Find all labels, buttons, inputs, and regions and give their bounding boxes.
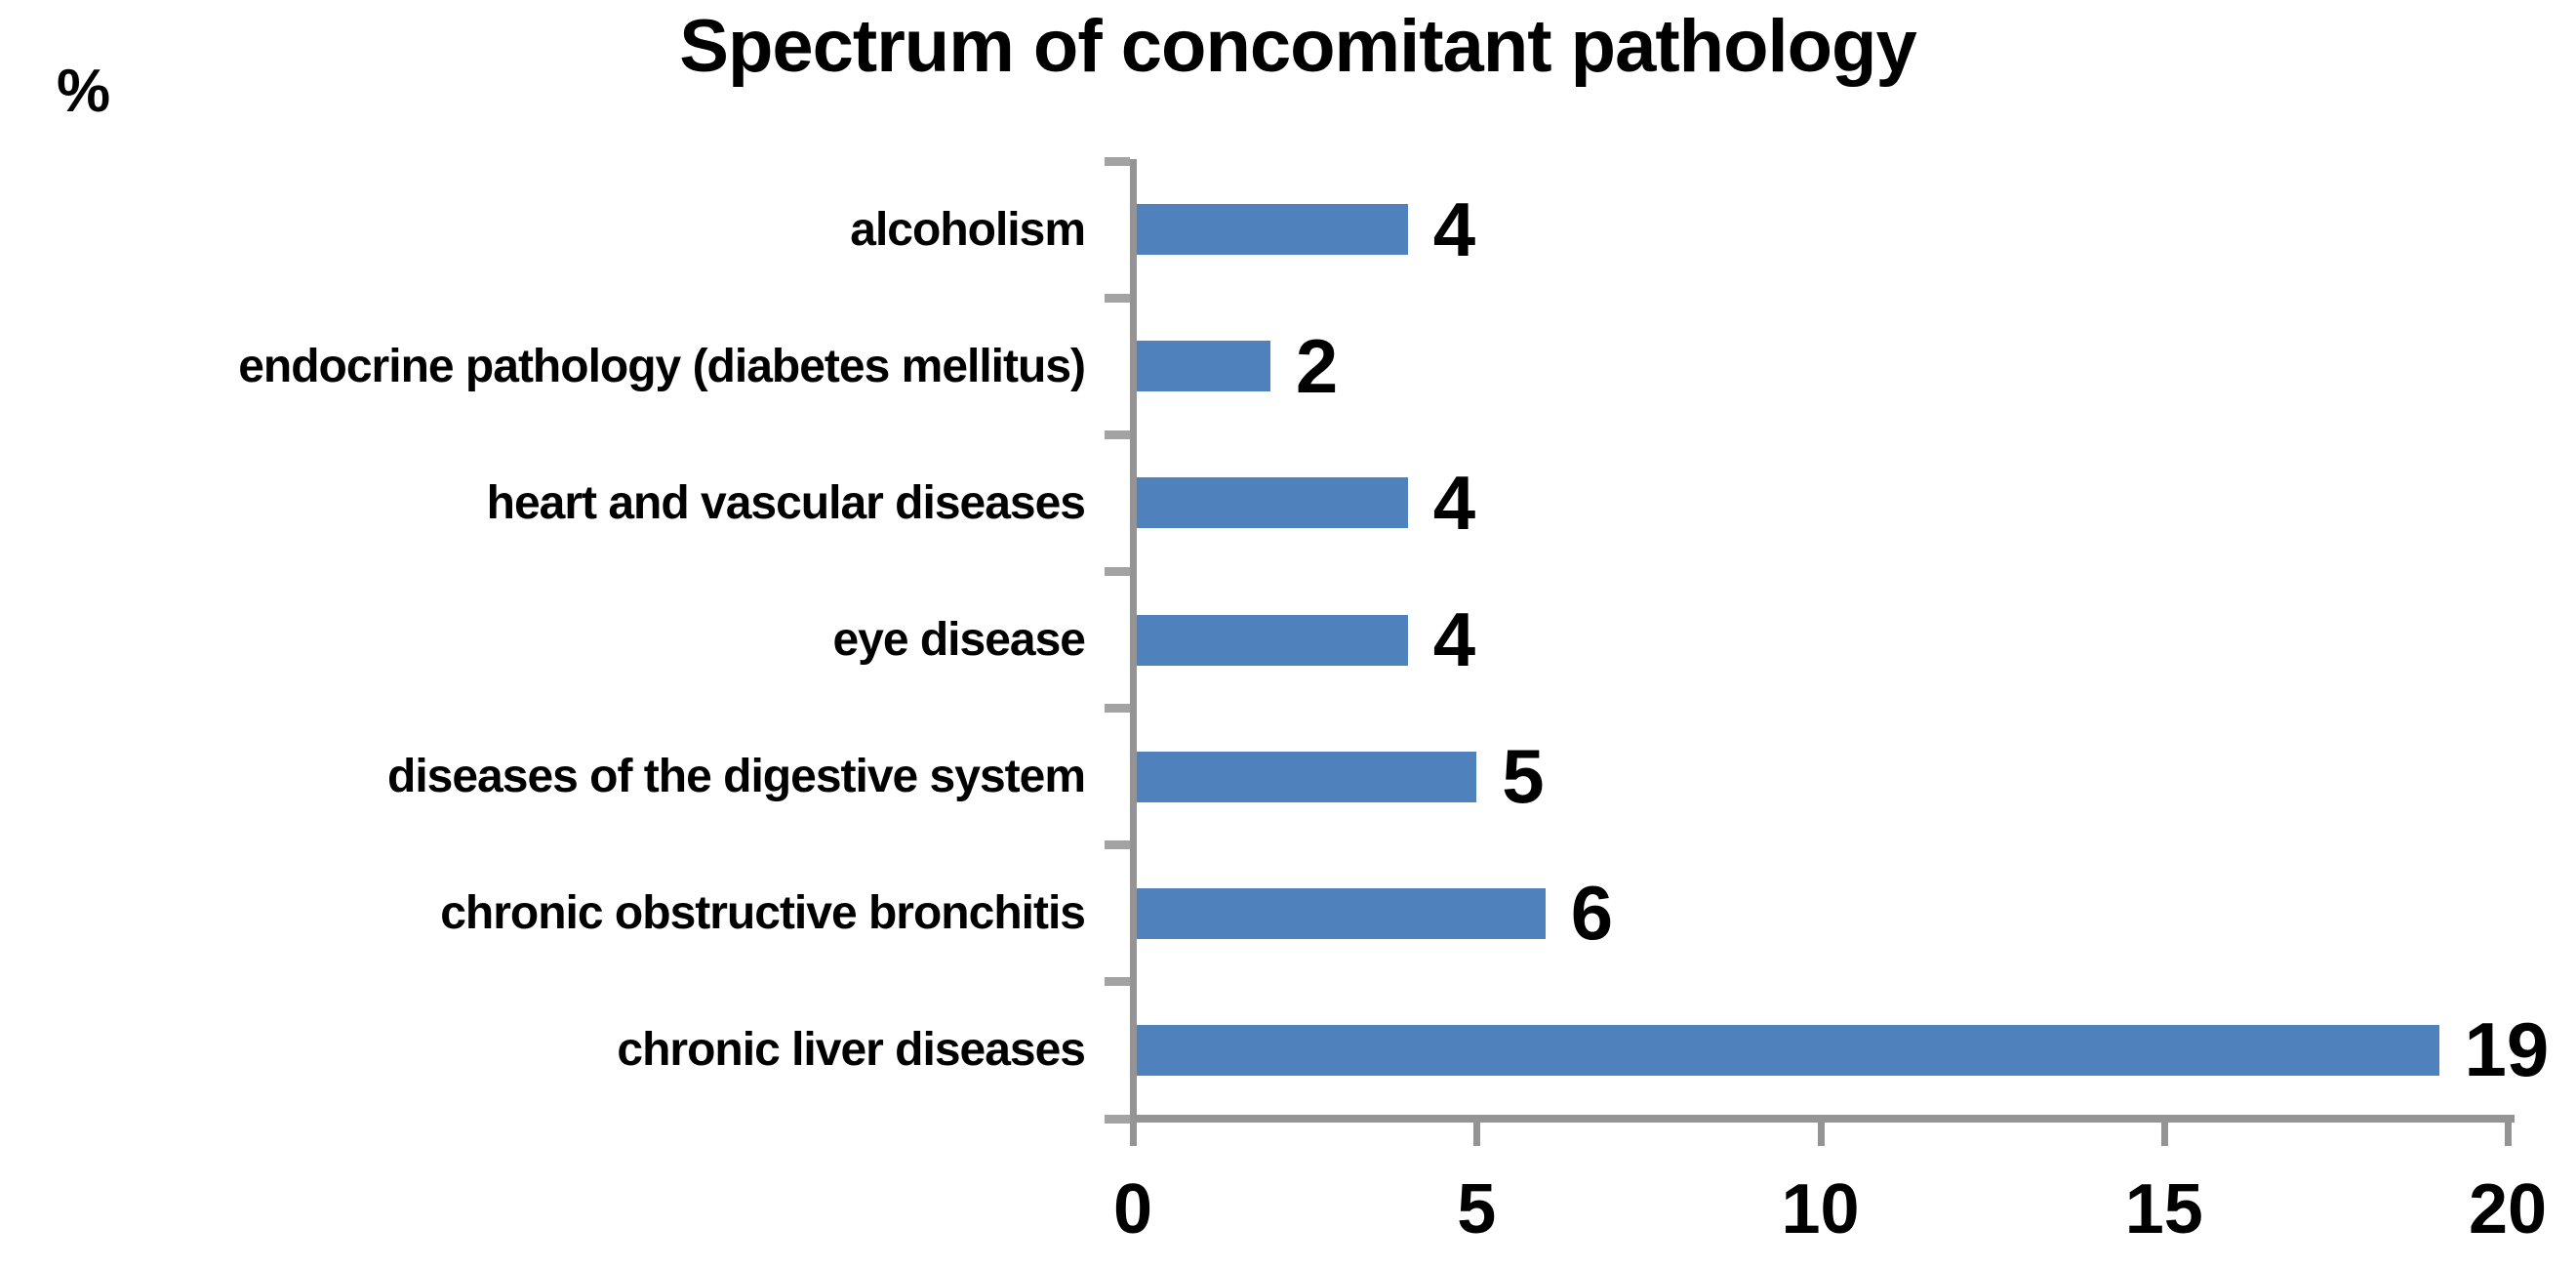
value-axis-tick <box>1473 1123 1481 1146</box>
bar <box>1137 204 1408 256</box>
bar <box>1137 477 1408 529</box>
category-axis-tick <box>1105 156 1130 166</box>
value-label: 4 <box>1432 595 1476 682</box>
bar <box>1137 614 1408 666</box>
value-axis-tick <box>1817 1123 1825 1146</box>
bar <box>1137 887 1546 939</box>
value-axis-line <box>1105 1115 2515 1123</box>
value-label: 2 <box>1295 322 1339 409</box>
category-axis-tick <box>1105 429 1130 439</box>
value-label: 5 <box>1502 733 1545 820</box>
value-axis-tick-label: 10 <box>1781 1170 1860 1248</box>
value-label: 4 <box>1432 185 1476 272</box>
category-label: eye disease <box>832 613 1086 666</box>
category-axis-tick <box>1105 566 1130 576</box>
value-label: 4 <box>1432 459 1476 546</box>
category-label: alcoholism <box>850 203 1086 256</box>
category-label: diseases of the digestive system <box>387 751 1086 803</box>
value-axis-tick <box>2160 1123 2168 1146</box>
value-axis-tick-label: 0 <box>1112 1170 1153 1248</box>
category-label: chronic obstructive bronchitis <box>440 887 1086 940</box>
category-label: chronic liver diseases <box>617 1024 1086 1077</box>
chart-title: Spectrum of concomitant pathology <box>679 5 1917 88</box>
value-axis-tick-label: 15 <box>2124 1170 2203 1248</box>
category-axis-line <box>1130 159 1137 1123</box>
value-axis-tick-label: 5 <box>1457 1170 1497 1248</box>
category-axis-tick <box>1105 1114 1130 1124</box>
value-axis-tick-label: 20 <box>2468 1170 2548 1248</box>
category-axis-tick <box>1105 977 1130 987</box>
category-axis-tick <box>1105 293 1130 303</box>
category-axis-tick <box>1105 704 1130 714</box>
category-label: heart and vascular diseases <box>486 476 1086 529</box>
value-label: 19 <box>2464 1006 2550 1093</box>
value-label: 6 <box>1570 870 1614 957</box>
bar <box>1137 1024 2439 1076</box>
value-axis-unit-label: % <box>57 58 111 125</box>
value-axis-tick <box>2505 1123 2512 1146</box>
bar <box>1137 751 1476 802</box>
category-label: endocrine pathology (diabetes mellitus) <box>238 340 1086 392</box>
value-axis-tick <box>1130 1123 1137 1146</box>
category-axis-tick <box>1105 840 1130 850</box>
bar <box>1137 341 1270 392</box>
